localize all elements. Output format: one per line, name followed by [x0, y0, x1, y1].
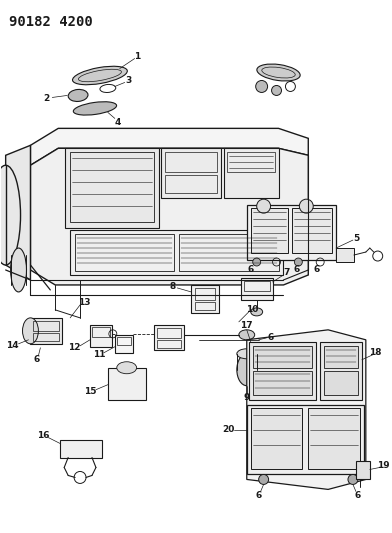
Ellipse shape [239, 330, 255, 340]
Bar [31, 318, 62, 344]
Polygon shape [31, 148, 308, 285]
Polygon shape [31, 128, 308, 165]
Bar [75, 234, 174, 271]
Bar [158, 328, 181, 338]
Text: 6: 6 [33, 356, 40, 364]
Bar [70, 152, 154, 222]
Text: 12: 12 [68, 343, 80, 352]
Text: 11: 11 [93, 350, 105, 359]
Bar [158, 340, 181, 348]
Ellipse shape [257, 199, 270, 213]
Ellipse shape [68, 90, 88, 101]
Text: 2: 2 [43, 94, 49, 103]
Bar [179, 234, 278, 271]
Ellipse shape [348, 474, 358, 484]
Polygon shape [5, 146, 31, 280]
Bar [33, 333, 59, 341]
Ellipse shape [257, 64, 300, 81]
Bar [115, 335, 132, 353]
Ellipse shape [22, 318, 38, 344]
Bar [154, 325, 184, 350]
Ellipse shape [259, 474, 269, 484]
Bar [320, 342, 362, 400]
Bar [33, 321, 59, 331]
Text: 90182 4200: 90182 4200 [9, 15, 93, 29]
Bar [249, 342, 316, 400]
Text: 13: 13 [78, 298, 90, 308]
Bar [191, 285, 219, 313]
Ellipse shape [299, 199, 313, 213]
Bar [247, 205, 336, 260]
Bar [253, 371, 312, 394]
Ellipse shape [73, 102, 116, 115]
Text: 6: 6 [313, 265, 319, 274]
Text: 6: 6 [267, 333, 274, 342]
Ellipse shape [117, 362, 137, 374]
Bar [195, 288, 215, 300]
Text: 3: 3 [125, 76, 132, 85]
Bar [60, 440, 102, 457]
Bar [251, 208, 289, 253]
Text: 14: 14 [6, 341, 19, 350]
Bar [195, 302, 215, 310]
Bar [165, 175, 217, 193]
Bar [336, 248, 354, 262]
Text: 6: 6 [293, 265, 299, 274]
Text: 10: 10 [247, 305, 259, 314]
Text: 15: 15 [84, 387, 96, 396]
Bar [165, 152, 217, 172]
Ellipse shape [294, 258, 302, 266]
Text: 6: 6 [256, 491, 262, 500]
Text: 17: 17 [240, 321, 253, 330]
Text: 6: 6 [248, 265, 254, 274]
Text: 1: 1 [134, 52, 141, 61]
Text: 6: 6 [355, 491, 361, 500]
Bar [224, 148, 278, 198]
Bar [253, 346, 312, 368]
Text: 9: 9 [243, 393, 250, 402]
Bar [251, 408, 302, 470]
Polygon shape [247, 330, 366, 489]
Bar [227, 152, 274, 172]
Text: 18: 18 [370, 348, 382, 357]
Bar [92, 327, 110, 337]
Ellipse shape [73, 66, 127, 85]
Bar [108, 368, 145, 400]
Bar [90, 325, 112, 347]
Ellipse shape [0, 165, 20, 265]
Text: 16: 16 [37, 431, 50, 440]
Bar [356, 462, 370, 480]
Text: 19: 19 [377, 461, 390, 470]
Ellipse shape [11, 248, 27, 292]
Bar [247, 405, 364, 474]
Bar [324, 346, 358, 368]
Bar [244, 281, 270, 291]
Bar [324, 371, 358, 394]
Text: 8: 8 [169, 282, 176, 292]
Ellipse shape [253, 258, 261, 266]
Ellipse shape [237, 349, 257, 359]
Bar [162, 148, 221, 198]
Text: 5: 5 [353, 233, 359, 243]
Bar [117, 337, 131, 345]
Text: 20: 20 [223, 425, 235, 434]
Text: 4: 4 [114, 118, 121, 127]
Ellipse shape [256, 80, 268, 92]
Bar [292, 208, 332, 253]
Text: 7: 7 [283, 269, 290, 278]
Ellipse shape [237, 354, 257, 386]
Bar [308, 408, 360, 470]
Bar [65, 148, 160, 228]
Ellipse shape [272, 85, 281, 95]
Bar [70, 230, 283, 275]
Ellipse shape [251, 308, 263, 316]
Bar [241, 278, 272, 300]
